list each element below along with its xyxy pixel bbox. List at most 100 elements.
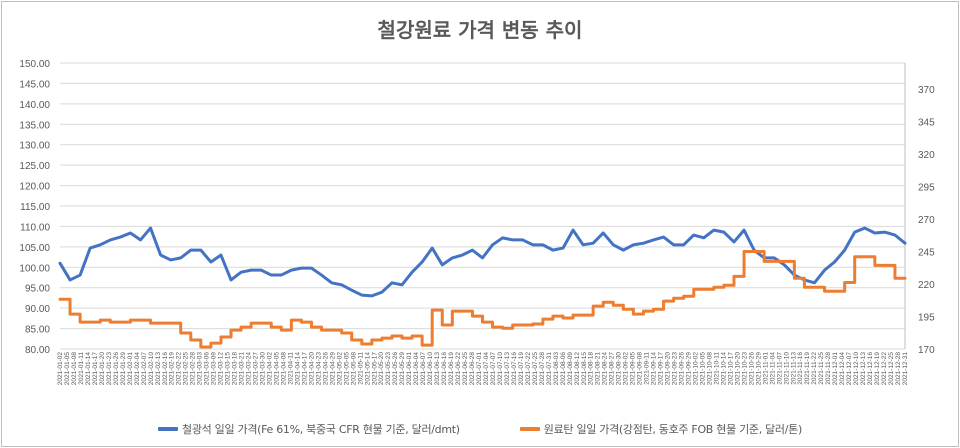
x-tick-label: 2021-08-15 (581, 352, 588, 386)
x-tick-label: 2021-12-13 (860, 352, 867, 386)
x-tick-label: 2021-05-26 (392, 352, 399, 386)
legend-label-coking-coal: 원료탄 일일 가격(강점탄, 동호주 FOB 현물 기준, 달러/톤) (543, 423, 803, 436)
x-tick-label: 2021-09-08 (637, 352, 644, 386)
y-left-tick-label: 95.00 (25, 284, 50, 295)
x-tick-label: 2021-12-28 (895, 352, 902, 386)
x-tick-label: 2021-07-13 (504, 352, 511, 386)
x-tick-label: 2021-05-11 (357, 352, 364, 385)
x-tick-label: 2021-04-08 (280, 352, 287, 386)
x-tick-label: 2021-08-03 (553, 352, 560, 386)
y-left-tick-label: 100.00 (19, 263, 50, 274)
x-tick-label: 2021-08-12 (574, 352, 581, 386)
y-left-tick-label: 140.00 (19, 100, 50, 111)
legend-swatch-coking-coal (519, 427, 540, 431)
x-tick-label: 2021-09-20 (665, 352, 672, 386)
x-tick-label: 2021-09-05 (630, 352, 637, 386)
x-tick-label: 2021-07-07 (490, 352, 497, 386)
x-tick-label: 2021-03-27 (253, 352, 260, 386)
legend: 철광석 일일 가격(Fe 61%, 북중국 CFR 현물 기준, 달러/dmt)… (0, 421, 960, 437)
x-tick-label: 2021-10-05 (699, 352, 706, 386)
x-tick-label: 2021-02-13 (155, 352, 162, 386)
x-tick-label: 2021-03-06 (204, 352, 211, 386)
x-tick-label: 2021-01-17 (92, 352, 99, 386)
y-left-tick-label: 90.00 (25, 304, 50, 315)
y-left-tick-label: 120.00 (19, 182, 50, 193)
x-tick-label: 2021-02-07 (141, 352, 148, 386)
x-tick-label: 2021-05-05 (343, 352, 350, 386)
x-tick-label: 2021-02-10 (148, 352, 155, 386)
x-tick-label: 2021-04-20 (308, 352, 315, 386)
legend-item-iron-ore: 철광석 일일 가격(Fe 61%, 북중국 CFR 현물 기준, 달러/dmt) (158, 421, 460, 437)
x-tick-label: 2021-11-10 (783, 352, 790, 385)
x-tick-label: 2021-07-28 (539, 352, 546, 386)
legend-swatch-iron-ore (158, 427, 178, 431)
x-tick-label: 2021-06-28 (469, 352, 476, 386)
x-tick-label: 2021-11-25 (818, 352, 825, 385)
y-left-tick-label: 80.00 (25, 345, 50, 356)
x-tick-label: 2021-06-04 (413, 352, 420, 386)
x-tick-label: 2021-10-14 (720, 352, 727, 386)
x-tick-label: 2021-09-11 (644, 352, 651, 385)
x-tick-label: 2021-01-23 (106, 352, 113, 386)
x-tick-label: 2021-03-03 (197, 352, 204, 386)
x-tick-label: 2021-01-29 (120, 352, 127, 386)
x-tick-label: 2021-07-04 (483, 352, 490, 386)
y-right-tick-label: 220 (918, 280, 935, 291)
x-tick-label: 2021-12-31 (902, 352, 909, 386)
x-tick-label: 2021-05-14 (364, 352, 371, 386)
y-left-tick-label: 85.00 (25, 325, 50, 336)
y-right-tick-label: 245 (918, 248, 935, 259)
x-tick-label: 2021-06-22 (455, 352, 462, 386)
x-tick-label: 2021-07-16 (511, 352, 518, 386)
x-tick-label: 2021-06-13 (434, 352, 441, 386)
x-tick-label: 2021-05-08 (350, 352, 357, 386)
y-left-tick-label: 145.00 (19, 79, 50, 90)
x-tick-label: 2021-02-28 (190, 352, 197, 386)
y-left-tick-label: 125.00 (19, 161, 50, 172)
x-tick-label: 2021-06-16 (441, 352, 448, 386)
y-left-tick-label: 110.00 (20, 222, 50, 233)
x-tick-label: 2021-06-07 (420, 352, 427, 386)
x-tick-label: 2021-11-04 (769, 352, 776, 385)
x-tick-label: 2021-08-27 (609, 352, 616, 386)
x-tick-label: 2021-12-25 (888, 352, 895, 386)
x-tick-label: 2021-01-11 (78, 352, 85, 385)
x-tick-label: 2021-07-19 (518, 352, 525, 386)
x-tick-label: 2021-02-01 (127, 352, 134, 386)
chart-title: 철강원료 가격 변동 추이 (377, 18, 583, 42)
x-tick-label: 2021-07-10 (497, 352, 504, 386)
x-tick-label: 2021-06-01 (406, 352, 413, 386)
x-tick-label: 2021-11-22 (811, 352, 818, 385)
x-tick-label: 2021-07-01 (476, 352, 483, 386)
x-tick-label: 2021-03-18 (232, 352, 239, 386)
x-tick-label: 2021-09-29 (686, 352, 693, 386)
series-line-coking-coal (58, 250, 907, 349)
x-tick-label: 2021-10-29 (755, 352, 762, 386)
x-tick-label: 2021-12-22 (881, 352, 888, 386)
x-tick-label: 2021-04-05 (273, 352, 280, 386)
x-tick-label: 2021-03-09 (211, 352, 218, 386)
x-tick-label: 2021-12-19 (874, 352, 881, 386)
x-tick-label: 2021-09-17 (658, 352, 665, 386)
y-left-tick-label: 135.00 (19, 120, 50, 131)
x-tick-label: 2021-08-30 (616, 352, 623, 386)
x-tick-label: 2021-09-26 (679, 352, 686, 386)
x-tick-label: 2021-11-16 (797, 352, 804, 385)
x-tick-label: 2021-07-31 (546, 352, 553, 386)
x-tick-label: 2021-05-17 (371, 352, 378, 386)
x-tick-label: 2021-10-23 (741, 352, 748, 386)
x-tick-label: 2021-01-26 (113, 352, 120, 386)
x-tick-label: 2021-01-05 (64, 352, 71, 386)
legend-label-iron-ore: 철광석 일일 가격(Fe 61%, 북중국 CFR 현물 기준, 달러/dmt) (182, 423, 460, 436)
x-tick-label: 2021-03-12 (218, 352, 225, 386)
x-tick-label: 2021-05-23 (385, 352, 392, 386)
y-right-tick-label: 270 (918, 215, 935, 226)
x-tick-label: 2021-10-02 (692, 352, 699, 386)
y-left-tick-label: 115.00 (20, 202, 50, 213)
x-tick-label: 2021-02-04 (134, 352, 141, 386)
x-tick-label: 2021-08-06 (560, 352, 567, 386)
x-tick-label: 2021-10-20 (734, 352, 741, 386)
x-tick-label: 2021-10-17 (727, 352, 734, 386)
